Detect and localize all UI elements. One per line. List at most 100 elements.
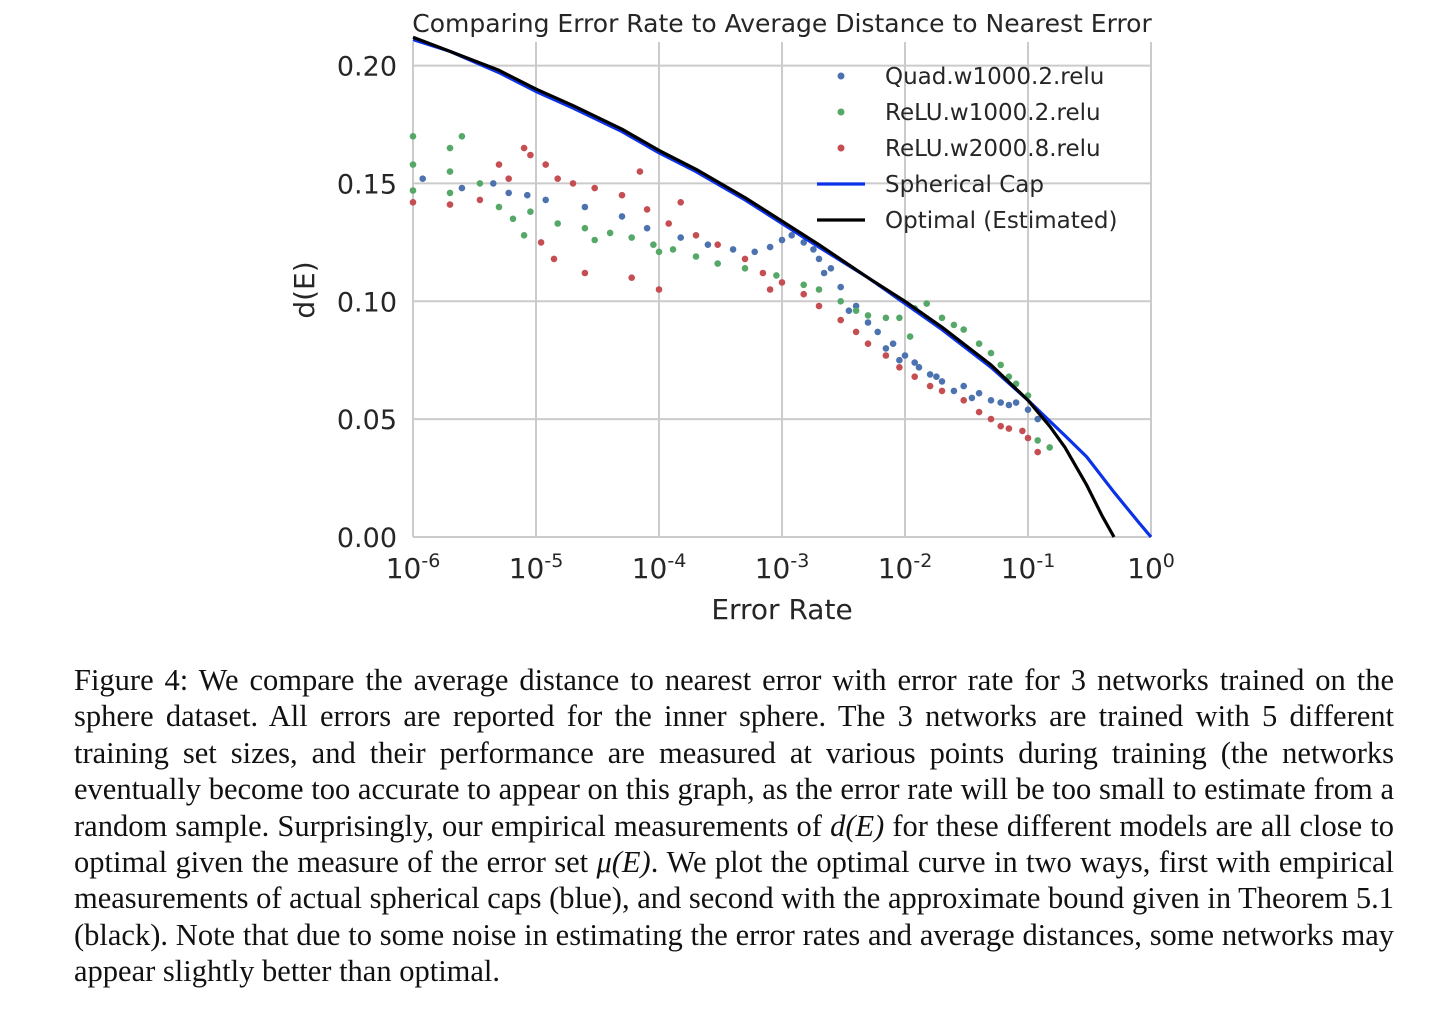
data-point	[542, 196, 549, 204]
data-point	[960, 326, 967, 333]
axes: 10-6 10-5 10-4 10-3 10-2 10-1 100 0.00 0.05 0.10 0…	[337, 52, 1175, 585]
data-point	[845, 307, 853, 315]
data-point	[1019, 427, 1026, 435]
data-point	[628, 234, 635, 241]
data-point	[975, 389, 983, 397]
data-point	[606, 229, 614, 237]
data-point	[926, 382, 934, 390]
data-point	[938, 378, 946, 385]
data-point	[741, 255, 749, 263]
data-point	[665, 220, 672, 227]
data-point	[542, 161, 549, 168]
data-point	[527, 208, 534, 215]
data-point	[618, 213, 626, 220]
data-point	[655, 286, 663, 293]
chart-title: Comparing Error Rate to Average Distance…	[412, 9, 1152, 38]
data-point	[751, 248, 758, 256]
data-point	[987, 397, 995, 404]
data-point	[409, 161, 417, 168]
data-point	[1012, 399, 1020, 406]
data-point	[714, 241, 721, 248]
data-point	[569, 180, 577, 187]
data-point	[1024, 434, 1032, 442]
legend: Quad.w1000.2.relu ReLU.w1000.2.relu ReLU.w…	[817, 64, 1117, 234]
data-point	[458, 133, 466, 140]
data-point	[810, 246, 817, 253]
data-point	[505, 175, 512, 182]
y-tick-label: 0.20	[337, 52, 397, 83]
figure-caption: Figure 4: We compare the average distanc…	[74, 662, 1394, 990]
legend-label: ReLU.w1000.2.relu	[885, 100, 1101, 126]
data-point	[643, 206, 651, 213]
series-line	[412, 38, 1153, 539]
data-point	[788, 232, 795, 239]
data-point	[778, 236, 786, 244]
data-point	[773, 272, 780, 279]
y-tick-label: 0.05	[337, 405, 397, 436]
data-point	[643, 224, 651, 232]
data-point	[554, 220, 561, 227]
data-point	[537, 239, 545, 246]
data-point	[915, 364, 923, 371]
data-point	[495, 161, 503, 168]
data-point	[669, 246, 677, 253]
legend-label: Optimal (Estimated)	[885, 208, 1117, 234]
data-point	[446, 189, 454, 197]
data-point	[1034, 437, 1041, 444]
data-point	[815, 255, 823, 263]
data-point	[938, 387, 946, 395]
data-point	[581, 203, 589, 211]
data-point	[906, 333, 914, 340]
data-point	[458, 184, 466, 192]
data-point	[1034, 448, 1041, 456]
data-point	[409, 133, 417, 140]
x-tick-label: 10-6	[386, 550, 441, 585]
data-point	[1024, 406, 1032, 414]
data-point	[766, 243, 774, 251]
data-point	[419, 175, 427, 182]
data-point	[938, 314, 946, 322]
data-point	[827, 265, 835, 272]
data-point	[628, 274, 635, 282]
data-point	[975, 408, 983, 416]
data-point	[987, 415, 995, 423]
data-point	[950, 387, 958, 395]
data-point	[618, 191, 626, 199]
x-tick-label: 10-1	[1001, 550, 1056, 585]
legend-marker	[837, 144, 845, 152]
data-point	[882, 352, 890, 359]
y-tick-label: 0.10	[337, 287, 397, 318]
data-point	[581, 269, 589, 277]
legend-marker	[837, 108, 845, 116]
data-point	[446, 144, 454, 152]
data-point	[864, 340, 872, 348]
data-point	[550, 255, 558, 263]
data-point	[852, 328, 860, 336]
data-point	[864, 319, 872, 326]
caption-math-mu-e: μ(E)	[596, 845, 651, 880]
data-point	[926, 371, 934, 378]
data-point	[923, 300, 930, 307]
data-point	[520, 232, 528, 239]
data-point	[766, 286, 774, 293]
data-point	[1005, 425, 1013, 432]
data-point	[1005, 401, 1013, 409]
data-point	[933, 373, 940, 381]
data-point	[520, 144, 528, 152]
data-point	[495, 203, 503, 211]
data-point	[960, 397, 967, 404]
legend-marker	[837, 72, 845, 80]
data-point	[509, 215, 517, 223]
caption-text-2: for these different models are all close…	[74, 808, 1395, 880]
data-point	[714, 260, 721, 267]
data-point	[800, 239, 807, 246]
data-point	[997, 422, 1004, 430]
series-line	[412, 35, 1116, 538]
data-point	[997, 361, 1004, 369]
chart: 10-6 10-5 10-4 10-3 10-2 10-1 100 0.00 0.05 0.10 0…	[288, 9, 1175, 626]
data-point	[741, 265, 749, 272]
data-point	[852, 302, 860, 310]
caption-text-1: Figure 4: We compare the average distanc…	[74, 663, 1394, 843]
data-point	[968, 394, 976, 402]
data-point	[864, 312, 872, 319]
